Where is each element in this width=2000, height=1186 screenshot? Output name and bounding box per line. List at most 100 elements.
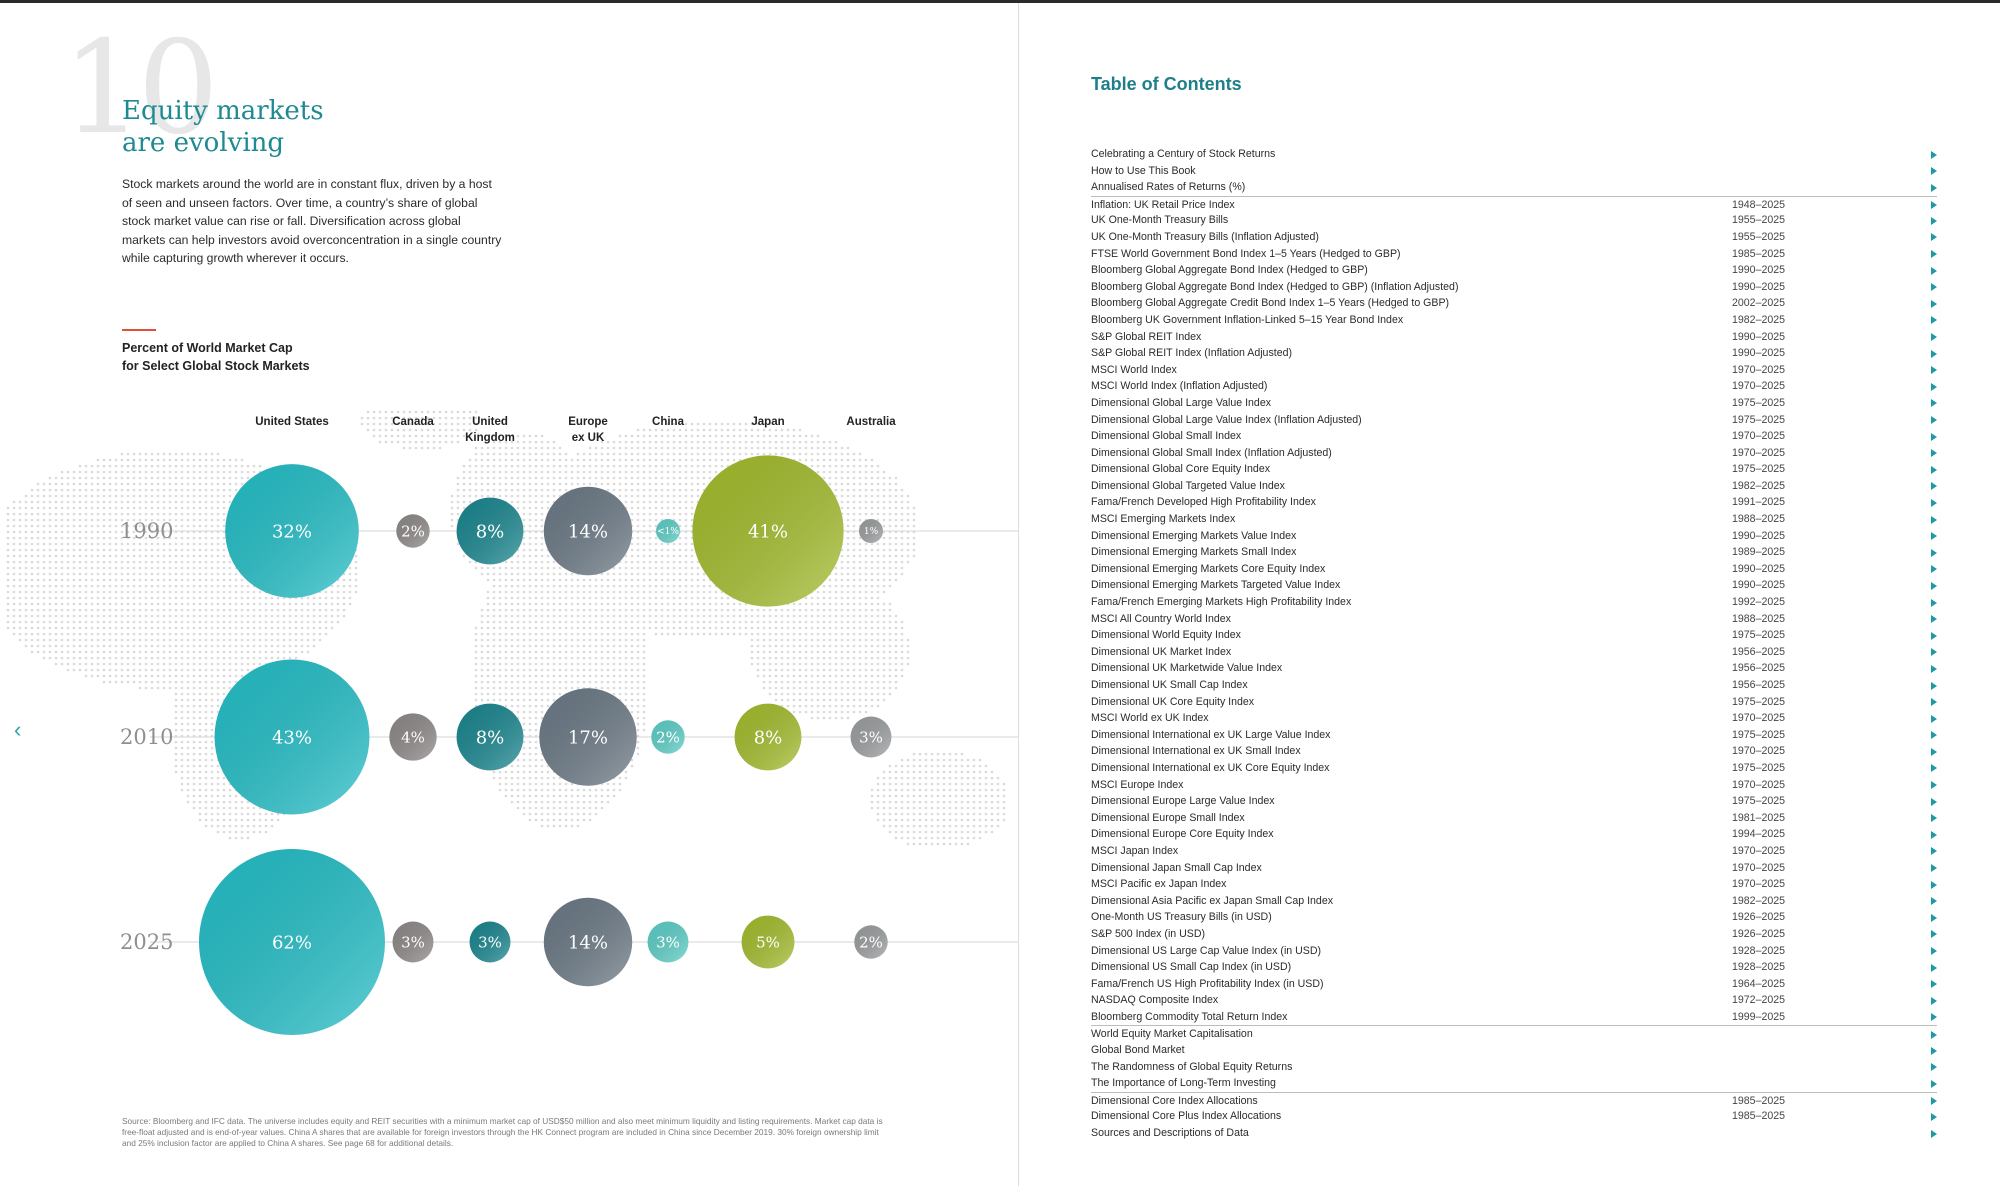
map-dot (54, 584, 58, 588)
map-dot (690, 488, 694, 492)
map-dot (102, 662, 106, 666)
map-dot (186, 638, 190, 642)
map-dot (138, 476, 142, 480)
map-dot (402, 410, 406, 414)
map-dot (132, 638, 136, 642)
map-dot (618, 584, 622, 588)
map-dot (444, 434, 448, 438)
map-dot (774, 656, 778, 660)
map-dot (696, 560, 700, 564)
map-dot (198, 488, 202, 492)
map-dot (780, 662, 784, 666)
map-dot (720, 620, 724, 624)
map-dot (30, 614, 34, 618)
map-dot (666, 500, 670, 504)
map-dot (228, 602, 232, 606)
map-dot (168, 656, 172, 660)
map-dot (108, 476, 112, 480)
map-dot (540, 470, 544, 474)
map-dot (762, 668, 766, 672)
map-dot (180, 614, 184, 618)
map-dot (894, 668, 898, 672)
map-dot (234, 488, 238, 492)
map-dot (678, 434, 682, 438)
map-dot (540, 590, 544, 594)
map-dot (138, 602, 142, 606)
map-dot (516, 440, 520, 444)
map-dot (552, 674, 556, 678)
map-dot (846, 458, 850, 462)
map-dot (480, 482, 484, 486)
map-dot (204, 668, 208, 672)
map-dot (522, 662, 526, 666)
map-dot (162, 662, 166, 666)
map-dot (120, 674, 124, 678)
map-dot (504, 674, 508, 678)
map-dot (516, 680, 520, 684)
map-dot (870, 494, 874, 498)
map-dot (636, 656, 640, 660)
map-dot (612, 440, 616, 444)
map-dot (846, 626, 850, 630)
map-dot (456, 488, 460, 492)
map-dot (648, 572, 652, 576)
map-dot (18, 614, 22, 618)
map-dot (528, 620, 532, 624)
map-dot (354, 578, 358, 582)
map-dot (666, 470, 670, 474)
map-dot (888, 494, 892, 498)
map-dot (690, 512, 694, 516)
map-dot (216, 494, 220, 498)
map-dot (162, 650, 166, 654)
map-dot (48, 590, 52, 594)
map-dot (624, 680, 628, 684)
map-dot (522, 554, 526, 558)
map-dot (630, 434, 634, 438)
map-dot (144, 554, 148, 558)
map-dot (426, 428, 430, 432)
map-dot (42, 500, 46, 504)
map-dot (528, 590, 532, 594)
map-dot (456, 416, 460, 420)
map-dot (120, 650, 124, 654)
map-dot (138, 632, 142, 636)
map-dot (54, 524, 58, 528)
map-dot (522, 596, 526, 600)
map-dot (888, 488, 892, 492)
map-dot (522, 452, 526, 456)
map-dot (666, 422, 670, 426)
map-dot (114, 512, 118, 516)
map-dot (216, 452, 220, 456)
map-dot (900, 572, 904, 576)
map-dot (6, 602, 10, 606)
map-dot (810, 608, 814, 612)
map-dot (858, 500, 862, 504)
map-dot (450, 440, 454, 444)
map-dot (252, 608, 256, 612)
map-dot (816, 650, 820, 654)
map-dot (660, 488, 664, 492)
map-dot (456, 512, 460, 516)
map-dot (642, 650, 646, 654)
map-dot (228, 662, 232, 666)
map-dot (114, 524, 118, 528)
map-dot (870, 482, 874, 486)
map-dot (162, 452, 166, 456)
map-dot (162, 614, 166, 618)
map-dot (492, 614, 496, 618)
map-dot (528, 470, 532, 474)
map-dot (618, 488, 622, 492)
map-dot (894, 620, 898, 624)
map-dot (132, 650, 136, 654)
map-dot (612, 644, 616, 648)
map-dot (498, 590, 502, 594)
map-dot (858, 452, 862, 456)
map-dot (174, 650, 178, 654)
map-dot (564, 488, 568, 492)
map-dot (180, 578, 184, 582)
map-dot (402, 428, 406, 432)
map-dot (558, 614, 562, 618)
map-dot (708, 464, 712, 468)
map-dot (60, 542, 64, 546)
map-dot (138, 578, 142, 582)
